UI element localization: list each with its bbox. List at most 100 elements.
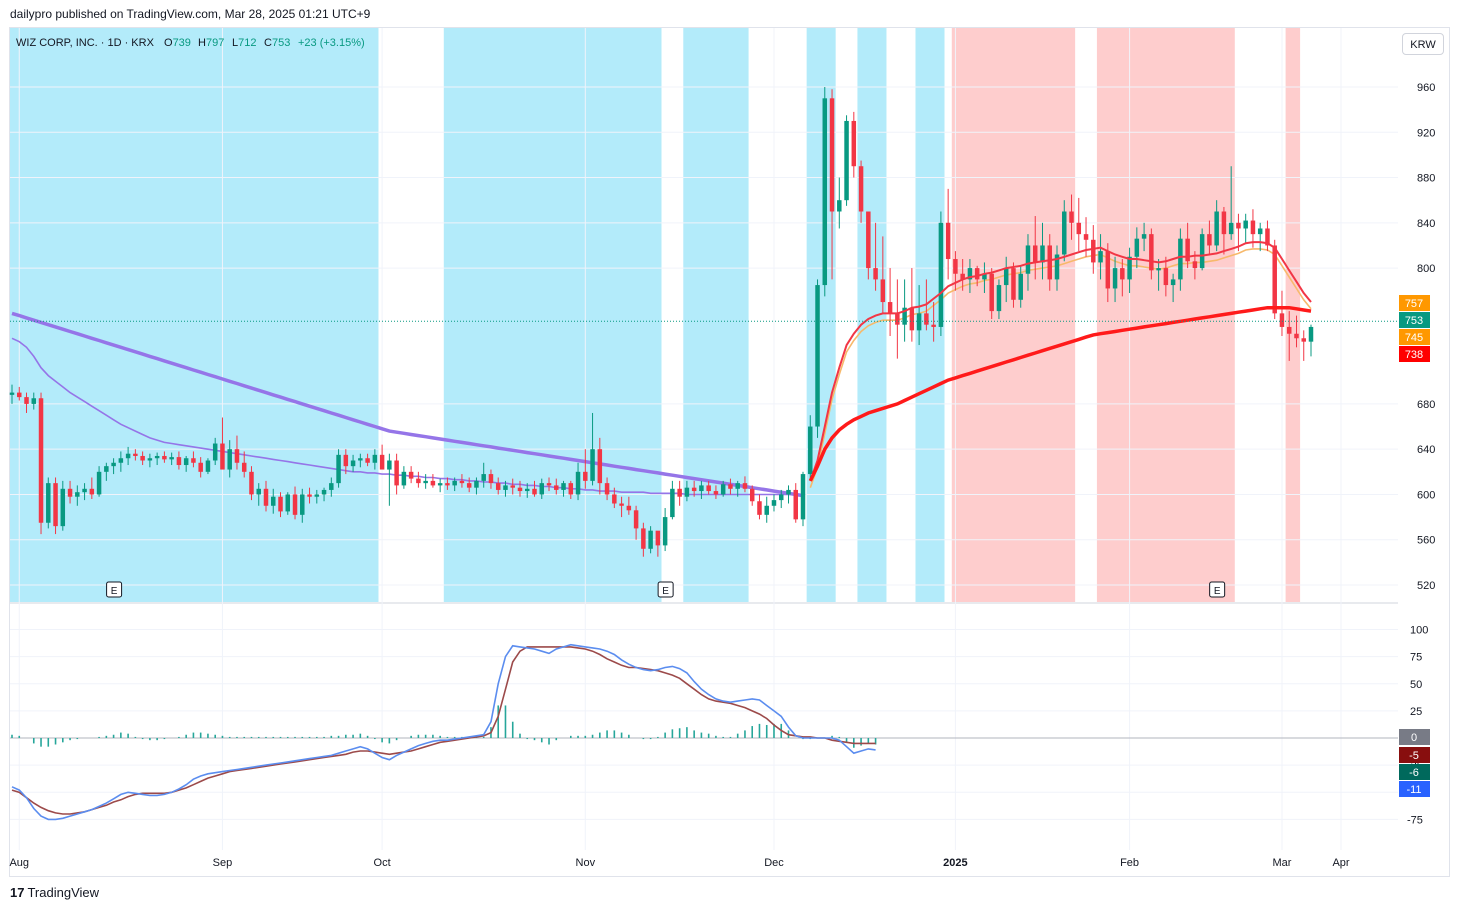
- price-tick-label: 680: [1417, 399, 1435, 411]
- oscillator-series: [10, 643, 1398, 821]
- candle-body: [967, 268, 973, 280]
- candle-body: [1214, 211, 1219, 246]
- candle-body: [24, 397, 29, 404]
- legend-c-value: 753: [272, 37, 290, 49]
- legend-l-label: L: [232, 37, 238, 49]
- candle-body: [597, 449, 603, 484]
- earnings-marker-box: [106, 581, 123, 598]
- candle-body: [343, 454, 349, 467]
- candle-body: [495, 483, 501, 490]
- candle-body: [300, 494, 305, 515]
- candle-body: [1170, 279, 1176, 286]
- candle-body: [924, 313, 929, 325]
- candle-body: [989, 273, 994, 312]
- candle-body: [539, 483, 545, 495]
- zone-6: [951, 28, 1076, 602]
- candle-body: [1243, 220, 1248, 229]
- candle-body: [633, 510, 639, 529]
- red-ema-fast-line: [809, 241, 1312, 482]
- candle-body: [604, 483, 610, 495]
- price-tick-label: 800: [1417, 263, 1435, 275]
- candle-body: [96, 471, 102, 495]
- candle-body: [1003, 268, 1009, 286]
- candle-body: [1149, 234, 1154, 271]
- candle-body: [1185, 238, 1190, 262]
- candle-body: [60, 488, 66, 527]
- price-tick-label: 840: [1417, 218, 1435, 230]
- earnings-marker-label: E: [1214, 586, 1221, 597]
- candle-body: [481, 474, 486, 481]
- time-tick-label: Dec: [764, 857, 784, 869]
- candle-body: [1294, 333, 1299, 339]
- price-tick-label: 600: [1417, 489, 1435, 501]
- zone-4: [857, 28, 887, 602]
- price-tick-label: 560: [1417, 535, 1435, 547]
- candle-body: [902, 307, 907, 325]
- candle-body: [82, 488, 87, 493]
- time-tick-label: Apr: [1332, 857, 1349, 869]
- candle-body: [1301, 338, 1306, 342]
- earnings-marker-box: [657, 581, 674, 598]
- candle-body: [1047, 245, 1052, 280]
- price-tick-label: 880: [1417, 173, 1435, 185]
- candle-body: [1272, 245, 1277, 314]
- legend-o-label: O: [164, 37, 173, 49]
- candle-body: [1091, 239, 1096, 263]
- candle-body: [1040, 245, 1045, 263]
- candle-body: [125, 453, 131, 459]
- candle-body: [1236, 222, 1241, 229]
- orange-ema-line: [809, 248, 1312, 488]
- candle-body: [887, 302, 893, 314]
- osc-label-box: [1399, 747, 1430, 763]
- candle-body: [241, 462, 247, 472]
- osc-label-text: -11: [1406, 784, 1421, 796]
- legend-o-value: 739: [173, 37, 191, 49]
- price-label-box: [1399, 346, 1430, 362]
- candle-body: [154, 455, 160, 459]
- candle-body: [895, 313, 900, 325]
- candle-body: [503, 485, 508, 490]
- candle-body: [1098, 251, 1103, 263]
- candle-body: [285, 494, 291, 512]
- candle-body: [212, 443, 218, 461]
- candle-body: [329, 483, 334, 490]
- time-tick-label: Feb: [1120, 857, 1139, 869]
- candle-body: [445, 483, 450, 486]
- candle-body: [1062, 211, 1067, 255]
- legend: WIZ CORP, INC. · 1D · KRX O739 H797 L712…: [16, 37, 365, 49]
- candle-body: [372, 454, 378, 463]
- price-label-text: 745: [1405, 332, 1423, 344]
- candle-body: [590, 449, 595, 481]
- osc-tick-label: 100: [1410, 625, 1428, 637]
- candle-body: [321, 489, 327, 495]
- candle-body: [140, 455, 145, 461]
- candle-body: [684, 487, 690, 497]
- legend-l: L712: [232, 37, 256, 49]
- price-label-text: 753: [1405, 315, 1423, 327]
- candle-body: [1250, 220, 1256, 235]
- candle-body: [554, 485, 559, 490]
- candle-body: [133, 453, 138, 456]
- candle-body: [829, 98, 835, 212]
- time-tick-label: Aug: [9, 857, 29, 869]
- candle-body: [1221, 211, 1227, 235]
- candle-body: [1120, 268, 1125, 280]
- osc-tick-label: 25: [1410, 706, 1422, 718]
- candle-body: [1178, 238, 1183, 280]
- candle-body: [365, 458, 370, 463]
- legend-h: H797: [198, 37, 224, 49]
- candle-body: [1032, 245, 1038, 263]
- price-label-box: [1399, 295, 1430, 311]
- candle-body: [183, 458, 189, 466]
- candle-body: [677, 488, 682, 497]
- candle-body: [873, 268, 878, 280]
- candle-body: [314, 494, 320, 497]
- currency-button[interactable]: KRW: [1402, 33, 1444, 55]
- candle-body: [1141, 234, 1147, 239]
- candle-body: [430, 480, 436, 486]
- candle-body: [960, 273, 965, 280]
- earnings-marker-label: E: [111, 586, 118, 597]
- candle-body: [662, 517, 668, 546]
- footer-brand: TradingView: [27, 885, 100, 900]
